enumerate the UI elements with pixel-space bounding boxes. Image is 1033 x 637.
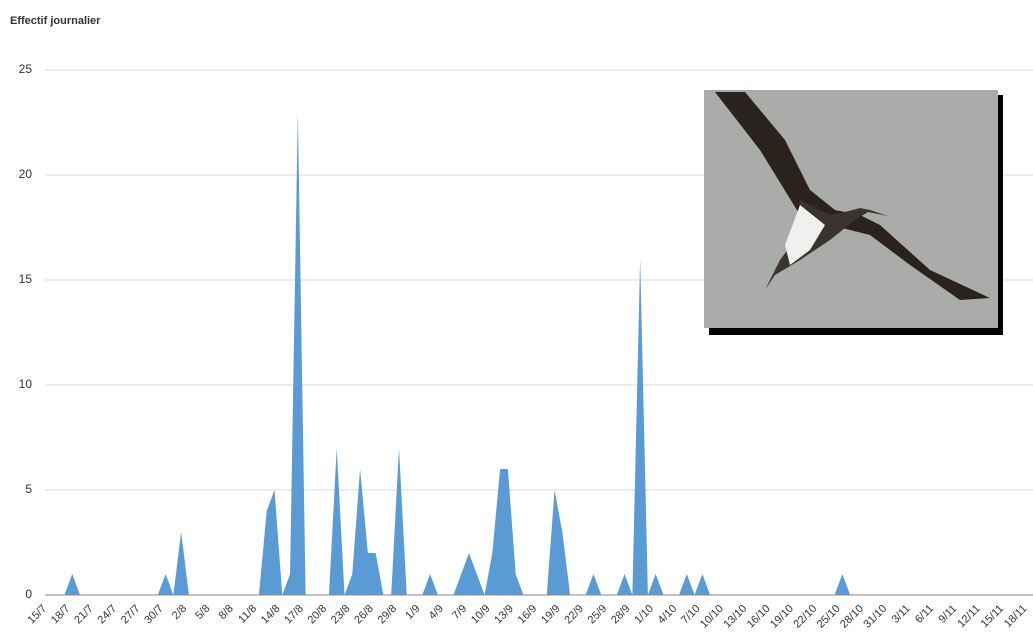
y-tick-label: 10: [19, 377, 33, 391]
x-tick-label: 22/10: [791, 603, 819, 631]
y-tick-label: 20: [19, 167, 33, 181]
x-tick-label: 13/9: [492, 603, 516, 627]
x-tick-label: 8/8: [217, 603, 236, 622]
x-tick-label: 28/10: [838, 603, 866, 631]
x-tick-label: 10/10: [698, 603, 726, 631]
x-tick-label: 21/7: [72, 603, 96, 627]
x-tick-label: 14/8: [259, 603, 283, 627]
page: Effectif journalier 0 5 10 15 20 25 15/718/721…: [0, 0, 1033, 637]
x-tick-label: 11/8: [236, 603, 259, 626]
x-tick-label: 28/9: [609, 603, 633, 627]
x-tick-label: 16/9: [516, 603, 540, 627]
x-tick-label: 19/10: [768, 603, 796, 631]
y-tick-label: 0: [25, 587, 32, 601]
x-tick-label: 1/9: [403, 603, 422, 622]
x-tick-label: 12/11: [955, 603, 982, 630]
y-tick-label: 25: [19, 62, 33, 76]
x-tick-label: 31/10: [861, 603, 889, 631]
x-tick-label: 15/7: [26, 603, 50, 627]
x-tick-label: 22/9: [562, 603, 586, 627]
x-tick-label: 10/9: [469, 603, 493, 627]
x-tick-label: 17/8: [282, 603, 306, 627]
x-tick-label: 4/9: [427, 603, 446, 622]
x-tick-label: 6/11: [913, 603, 936, 626]
x-tick-label: 3/11: [890, 603, 913, 626]
chart: Effectif journalier 0 5 10 15 20 25 15/718/721…: [0, 0, 1033, 637]
x-tick-label: 2/8: [170, 603, 189, 622]
x-tick-label: 18/7: [49, 603, 73, 627]
x-tick-label: 15/11: [979, 603, 1006, 630]
chart-title: Effectif journalier: [10, 15, 101, 27]
x-tick-label: 25/9: [586, 603, 610, 627]
x-tick-label: 19/9: [539, 603, 563, 627]
x-tick-label: 25/10: [815, 603, 843, 631]
x-tick-label: 27/7: [119, 603, 143, 627]
x-tick-label: 13/10: [721, 603, 749, 631]
x-tick-label: 24/7: [96, 603, 120, 627]
x-tick-label: 29/8: [376, 603, 400, 627]
x-tick-label: 23/8: [329, 603, 353, 627]
x-tick-label: 18/11: [1002, 603, 1029, 630]
x-tick-label: 7/9: [450, 603, 469, 622]
x-tick-label: 20/8: [306, 603, 330, 627]
x-tick-label: 30/7: [142, 603, 166, 627]
x-tick-label: 26/8: [352, 603, 376, 627]
x-tick-label: 1/10: [632, 603, 656, 627]
y-tick-label: 5: [25, 482, 32, 496]
x-tick-label: 16/10: [745, 603, 773, 631]
x-tick-label: 5/8: [193, 603, 212, 622]
y-tick-label: 15: [19, 272, 33, 286]
x-tick-label: 4/10: [656, 603, 680, 627]
photo: [704, 90, 1003, 335]
